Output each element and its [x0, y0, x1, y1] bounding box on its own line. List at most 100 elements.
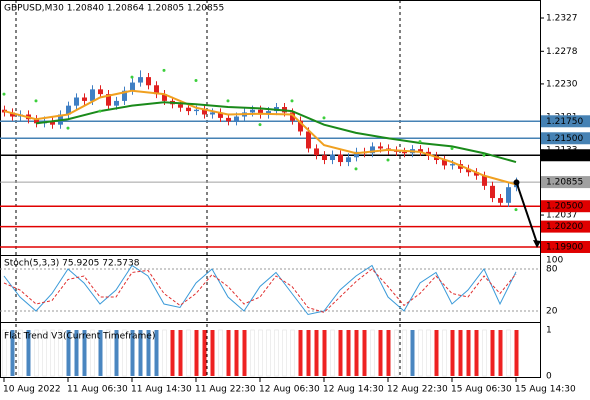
trend-bar [274, 329, 279, 377]
sar-dot [34, 99, 38, 103]
trend-bar [410, 330, 415, 376]
sar-dot [130, 75, 134, 79]
candle-body [298, 120, 303, 132]
candle-body [346, 157, 351, 163]
trend-bar [250, 329, 255, 377]
trend-bar [210, 330, 215, 376]
trend-bar [346, 330, 351, 376]
trend-bar [474, 330, 479, 376]
level-label: 1.20500 [546, 202, 583, 212]
level-box [541, 200, 590, 213]
trend-bar [10, 330, 15, 376]
trend-bar [66, 330, 71, 376]
trend-bar [458, 330, 463, 376]
candle-body [258, 109, 263, 115]
candle-body [498, 198, 503, 203]
trend-bar [258, 329, 263, 377]
candle-body [330, 154, 335, 161]
candle-body [114, 100, 119, 106]
level-box [541, 149, 590, 162]
trend-bar [322, 330, 327, 376]
trend-bar [402, 329, 407, 377]
y-tick-label: 1.2037 [546, 211, 578, 221]
trend-bar [306, 330, 311, 376]
candle-body [106, 94, 111, 106]
stoch-tick-label: 20 [546, 307, 558, 317]
y-tick-label: 1.2327 [546, 14, 578, 24]
trend-bar [178, 330, 183, 376]
candle-body [234, 116, 239, 122]
candle-body [482, 175, 487, 186]
trend-bar [194, 330, 199, 376]
candle-body [226, 117, 231, 122]
candle-body [338, 154, 343, 163]
sar-dot [482, 153, 486, 157]
candle-body [154, 85, 159, 95]
sar-dot [322, 116, 326, 120]
sar-dot [66, 126, 70, 130]
trend-bar [106, 329, 111, 377]
candle-body [418, 149, 423, 152]
trend-bar [482, 329, 487, 377]
level-label: 1.21500 [546, 134, 583, 144]
trend-bar [122, 329, 127, 377]
trend-bar [450, 330, 455, 376]
candle-body [98, 89, 103, 95]
trend-bar [114, 330, 119, 376]
trend-bar [58, 329, 63, 377]
trend-bar [266, 329, 271, 377]
sar-dot [194, 79, 198, 83]
plot-frame [0, 0, 541, 378]
moving-average [3, 89, 517, 186]
level-box [541, 176, 590, 189]
trend-bar [514, 330, 519, 376]
level-label: 1.19900 [546, 242, 583, 252]
trend-bar [314, 330, 319, 376]
trend-bar [146, 330, 151, 376]
trend-bar [98, 330, 103, 376]
trend-bar [82, 330, 87, 376]
frame [0, 0, 541, 378]
trend-bar [226, 330, 231, 376]
candle-body [354, 151, 359, 158]
trend-bar [18, 329, 23, 377]
trend-bar [170, 330, 175, 376]
x-tick-label: 11 Aug 06:30 [67, 385, 128, 395]
trend-bar [202, 330, 207, 376]
trend-bar [2, 329, 7, 377]
trend-bar [162, 329, 167, 377]
trend-bar [290, 329, 295, 377]
x-tick-label: 12 Aug 06:30 [259, 385, 320, 395]
sar-dot [450, 146, 454, 150]
candle-body [490, 185, 495, 199]
candle-body [162, 94, 167, 101]
candle-body [146, 77, 151, 86]
candle-body [290, 112, 295, 121]
candle-body [186, 107, 191, 112]
trend-bar [394, 329, 399, 377]
trend-bar [442, 329, 447, 377]
trend-bar [90, 329, 95, 377]
trend-bar [330, 329, 335, 377]
trend-bar [218, 329, 223, 377]
trend-bar [130, 330, 135, 376]
trend-bar [370, 329, 375, 377]
candle-body [66, 105, 71, 115]
sar-dot [290, 99, 294, 103]
sar-dot [162, 68, 166, 72]
candle-body [450, 164, 455, 166]
candle-body [378, 146, 383, 149]
trend-bar [426, 329, 431, 377]
x-tick-label: 15 Aug 14:30 [515, 385, 576, 395]
candle-body [314, 148, 319, 156]
x-tick-label: 12 Aug 22:30 [387, 385, 448, 395]
trend-bar [186, 329, 191, 377]
level-label: 1.21250 [546, 151, 583, 161]
flat-trend-title: Flat Trend V3(Current Timeframe) [4, 332, 155, 342]
candle-body [202, 109, 207, 115]
candle-body [402, 151, 407, 154]
candle-body [178, 104, 183, 108]
sar-dot [226, 99, 230, 103]
trend-bar [138, 330, 143, 376]
trend-bar [498, 330, 503, 376]
